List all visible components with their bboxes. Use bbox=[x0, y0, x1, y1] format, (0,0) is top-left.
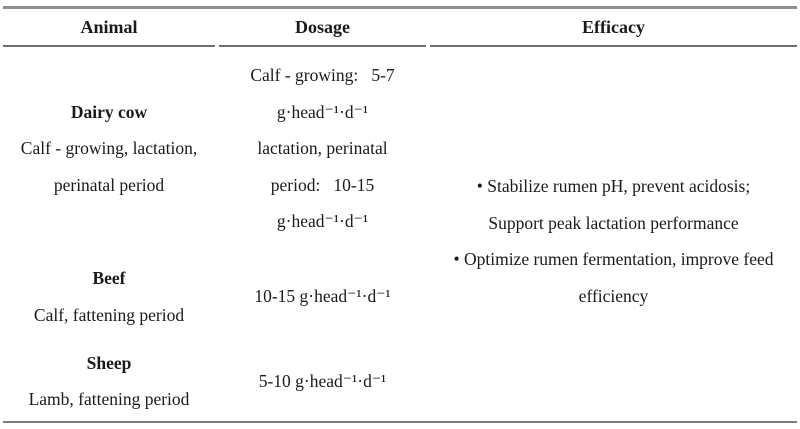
dosage-line: Calf - growing: 5-7 bbox=[250, 65, 395, 86]
dosage-line: 5-10 g·head⁻¹·d⁻¹ bbox=[258, 370, 387, 391]
dosage-cell-beef: 10-15 g·head⁻¹·d⁻¹ bbox=[219, 240, 426, 333]
animal-desc-line: Calf - growing, lactation, bbox=[20, 138, 198, 159]
dosage-efficacy-table: Animal Dosage Efficacy Dairy cow Calf - … bbox=[0, 6, 800, 423]
column-header-efficacy: Efficacy bbox=[430, 9, 797, 47]
table-bottom-rule bbox=[3, 421, 797, 423]
column-header-dosage: Dosage bbox=[219, 9, 426, 47]
dosage-line: lactation, perinatal bbox=[257, 138, 388, 159]
dosage-cell-dairy-cow: Calf - growing: 5-7 g·head⁻¹·d⁻¹ lactati… bbox=[219, 47, 426, 240]
efficacy-cell: • Stabilize rumen pH, prevent acidosis; … bbox=[430, 47, 797, 421]
dosage-cell-sheep: 5-10 g·head⁻¹·d⁻¹ bbox=[219, 333, 426, 421]
animal-cell-dairy-cow: Dairy cow Calf - growing, lactation, per… bbox=[3, 47, 215, 240]
dosage-line: g·head⁻¹·d⁻¹ bbox=[276, 101, 369, 122]
animal-name-dairy-cow: Dairy cow bbox=[70, 101, 148, 122]
column-header-animal: Animal bbox=[3, 9, 215, 47]
table-grid: Animal Dosage Efficacy Dairy cow Calf - … bbox=[3, 9, 797, 421]
efficacy-line: Support peak lactation performance bbox=[488, 212, 739, 233]
efficacy-line: efficiency bbox=[578, 285, 649, 306]
animal-cell-beef: Beef Calf, fattening period bbox=[3, 240, 215, 333]
animal-desc-line: Calf, fattening period bbox=[33, 304, 185, 325]
animal-name-beef: Beef bbox=[92, 268, 126, 288]
animal-desc-line: perinatal period bbox=[53, 174, 165, 195]
efficacy-bullet-line: • Stabilize rumen pH, prevent acidosis; bbox=[476, 176, 751, 196]
dosage-line: g·head⁻¹·d⁻¹ bbox=[276, 211, 369, 232]
efficacy-bullet-line: • Optimize rumen fermentation, improve f… bbox=[453, 249, 774, 269]
animal-desc-line: Lamb, fattening period bbox=[28, 389, 190, 409]
animal-cell-sheep: Sheep Lamb, fattening period bbox=[3, 333, 215, 421]
table-top-rule bbox=[3, 6, 797, 9]
dosage-line: period: 10-15 bbox=[270, 174, 375, 195]
animal-name-sheep: Sheep bbox=[86, 352, 132, 373]
dosage-line: 10-15 g·head⁻¹·d⁻¹ bbox=[254, 286, 391, 307]
